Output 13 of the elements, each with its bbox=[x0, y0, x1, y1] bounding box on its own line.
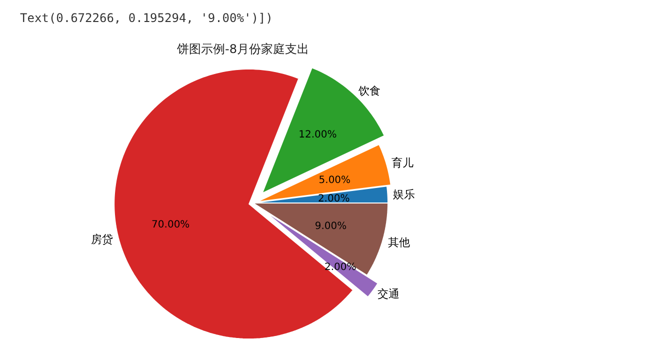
chart-title: 饼图示例-8月份家庭支出 bbox=[176, 42, 309, 56]
slice-label: 交通 bbox=[378, 287, 400, 300]
slice-label: 育儿 bbox=[392, 156, 414, 170]
data-label: 9.00% bbox=[314, 221, 347, 232]
slice-label: 娱乐 bbox=[393, 188, 416, 202]
slice-label: 房贷 bbox=[91, 232, 114, 246]
slice-label: 饮食 bbox=[357, 84, 380, 98]
data-label: 70.00% bbox=[152, 220, 190, 231]
slice-label: 其他 bbox=[388, 236, 410, 250]
text: Text(0.672266, 0.195294, '9.00%')]) bbox=[20, 11, 273, 25]
data-label: 12.00% bbox=[298, 130, 337, 141]
data-label: 5.00% bbox=[318, 174, 351, 186]
data-label: 2.00% bbox=[318, 193, 350, 204]
